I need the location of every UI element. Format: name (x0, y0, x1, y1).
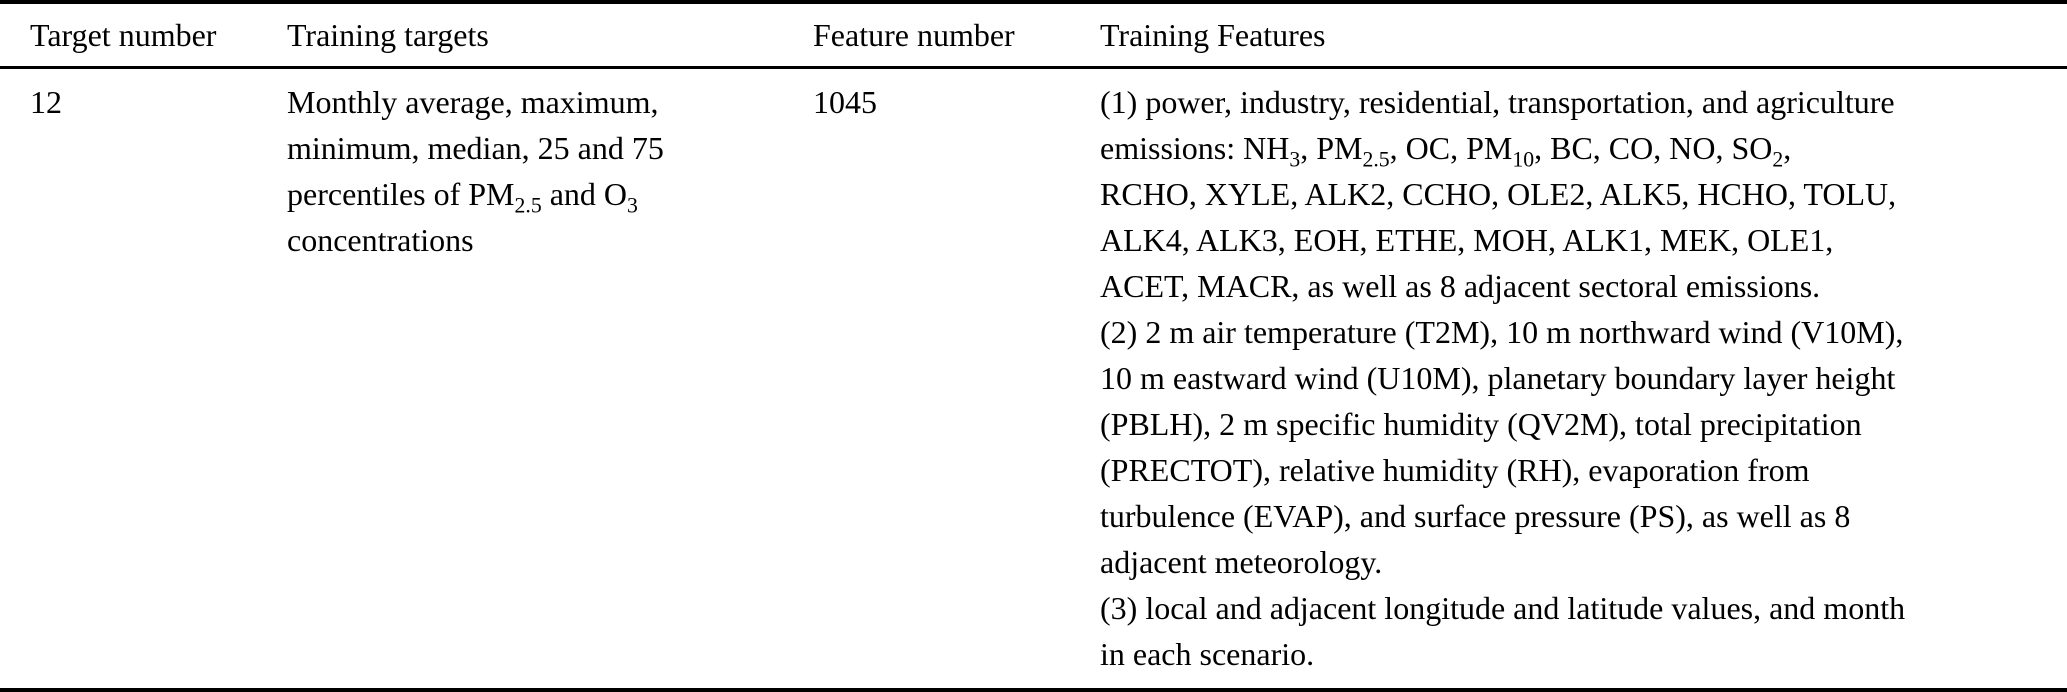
column-header-training-targets: Training targets (287, 2, 813, 69)
feature-group-meteorology: (2) 2 m air temperature (T2M), 10 m nort… (1100, 314, 1904, 580)
column-header-target-number: Target number (0, 2, 287, 69)
cell-training-features: (1) power, industry, residential, transp… (1100, 68, 2067, 691)
feature-group-emissions: (1) power, industry, residential, transp… (1100, 84, 1897, 304)
cell-feature-number: 1045 (813, 84, 877, 120)
header-row: Target number Training targets Feature n… (0, 2, 2067, 69)
cell-training-targets: Monthly average, maximum, minimum, median… (287, 84, 664, 258)
cell-target-number: 12 (30, 84, 62, 120)
column-header-training-features: Training Features (1100, 2, 2067, 69)
column-header-feature-number: Feature number (813, 2, 1100, 69)
table-row: 12 Monthly average, maximum, minimum, med… (0, 68, 2067, 691)
feature-group-location: (3) local and adjacent longitude and lat… (1100, 590, 1906, 672)
